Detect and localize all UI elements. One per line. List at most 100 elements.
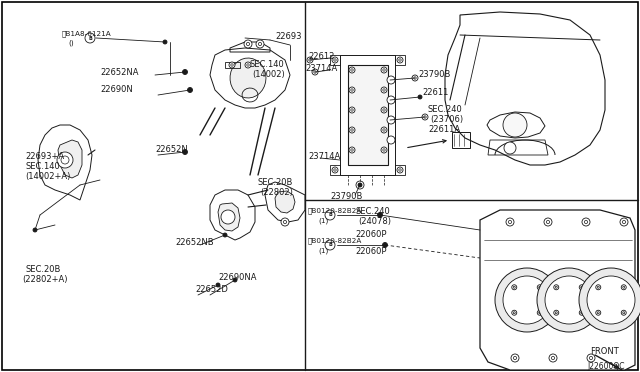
Circle shape bbox=[537, 268, 601, 332]
Circle shape bbox=[547, 220, 550, 224]
Circle shape bbox=[580, 312, 583, 314]
Circle shape bbox=[418, 95, 422, 99]
Circle shape bbox=[325, 210, 335, 220]
Circle shape bbox=[358, 183, 362, 187]
Circle shape bbox=[309, 59, 311, 61]
Circle shape bbox=[334, 59, 336, 61]
Circle shape bbox=[182, 150, 188, 154]
Circle shape bbox=[231, 64, 233, 66]
Circle shape bbox=[503, 113, 527, 137]
Circle shape bbox=[539, 286, 541, 288]
Circle shape bbox=[621, 310, 626, 315]
Circle shape bbox=[349, 107, 355, 113]
Circle shape bbox=[422, 114, 428, 120]
Circle shape bbox=[495, 268, 559, 332]
Circle shape bbox=[556, 286, 557, 288]
Text: (22802+A): (22802+A) bbox=[22, 275, 67, 284]
Circle shape bbox=[313, 70, 317, 74]
Circle shape bbox=[537, 285, 542, 290]
Text: 22690N: 22690N bbox=[100, 85, 132, 94]
Circle shape bbox=[349, 127, 355, 133]
Circle shape bbox=[622, 220, 626, 224]
Circle shape bbox=[381, 87, 387, 93]
Circle shape bbox=[511, 354, 519, 362]
Text: (1): (1) bbox=[318, 247, 328, 253]
Circle shape bbox=[579, 310, 584, 315]
Circle shape bbox=[244, 40, 252, 48]
Polygon shape bbox=[480, 210, 635, 370]
Circle shape bbox=[552, 356, 555, 360]
Circle shape bbox=[381, 147, 387, 153]
Circle shape bbox=[424, 116, 426, 118]
Circle shape bbox=[229, 62, 235, 68]
Circle shape bbox=[620, 218, 628, 226]
Circle shape bbox=[579, 285, 584, 290]
Text: 23714A: 23714A bbox=[308, 152, 340, 161]
Circle shape bbox=[387, 116, 395, 124]
Text: 22611A: 22611A bbox=[428, 125, 460, 134]
Circle shape bbox=[349, 147, 355, 153]
Circle shape bbox=[397, 57, 403, 63]
Text: SEC.140: SEC.140 bbox=[250, 60, 285, 69]
Text: (22802): (22802) bbox=[260, 188, 293, 197]
Circle shape bbox=[387, 76, 395, 84]
Text: J22600QC: J22600QC bbox=[588, 362, 625, 371]
Circle shape bbox=[314, 71, 316, 73]
Circle shape bbox=[332, 57, 338, 63]
Text: (14002): (14002) bbox=[252, 70, 285, 79]
Circle shape bbox=[413, 76, 417, 80]
Circle shape bbox=[399, 59, 401, 61]
Circle shape bbox=[582, 218, 590, 226]
Text: 22690NA: 22690NA bbox=[218, 273, 257, 282]
Circle shape bbox=[554, 285, 559, 290]
Circle shape bbox=[623, 312, 625, 314]
Circle shape bbox=[397, 167, 403, 173]
Circle shape bbox=[325, 240, 335, 250]
Circle shape bbox=[284, 220, 287, 224]
Text: 22652NA: 22652NA bbox=[100, 68, 138, 77]
Circle shape bbox=[549, 354, 557, 362]
Text: 22652D: 22652D bbox=[195, 285, 228, 294]
Text: 23714A: 23714A bbox=[305, 64, 337, 73]
Circle shape bbox=[508, 220, 511, 224]
Circle shape bbox=[216, 283, 220, 287]
Circle shape bbox=[414, 77, 416, 79]
Text: (24078): (24078) bbox=[358, 217, 391, 226]
Circle shape bbox=[351, 69, 353, 71]
Text: ⒶB1A8-6121A: ⒶB1A8-6121A bbox=[62, 30, 112, 36]
Polygon shape bbox=[230, 58, 266, 98]
Circle shape bbox=[351, 149, 353, 151]
Circle shape bbox=[589, 356, 593, 360]
Circle shape bbox=[381, 127, 387, 133]
Circle shape bbox=[349, 67, 355, 73]
Circle shape bbox=[182, 70, 188, 74]
Circle shape bbox=[387, 96, 395, 104]
Circle shape bbox=[381, 107, 387, 113]
Circle shape bbox=[356, 181, 364, 189]
Circle shape bbox=[351, 109, 353, 111]
Circle shape bbox=[334, 169, 336, 171]
Circle shape bbox=[580, 286, 583, 288]
Text: (14002+A): (14002+A) bbox=[25, 172, 70, 181]
Circle shape bbox=[539, 312, 541, 314]
Circle shape bbox=[312, 69, 318, 75]
Circle shape bbox=[351, 129, 353, 131]
Text: 22060P: 22060P bbox=[355, 247, 387, 256]
Circle shape bbox=[383, 109, 385, 111]
Circle shape bbox=[351, 89, 353, 91]
Circle shape bbox=[597, 312, 599, 314]
Polygon shape bbox=[445, 12, 605, 165]
Circle shape bbox=[281, 218, 289, 226]
Text: B: B bbox=[88, 35, 92, 41]
Circle shape bbox=[387, 136, 395, 144]
Circle shape bbox=[587, 276, 635, 324]
Text: ⒶB0120-82B2A: ⒶB0120-82B2A bbox=[308, 207, 362, 214]
Text: ⒶB0120-82B2A: ⒶB0120-82B2A bbox=[308, 237, 362, 244]
Circle shape bbox=[307, 57, 313, 63]
Text: SEC.140: SEC.140 bbox=[25, 162, 60, 171]
Circle shape bbox=[221, 210, 235, 224]
Text: SEC.20B: SEC.20B bbox=[258, 178, 293, 187]
Circle shape bbox=[579, 268, 640, 332]
Circle shape bbox=[61, 156, 69, 164]
Circle shape bbox=[554, 310, 559, 315]
